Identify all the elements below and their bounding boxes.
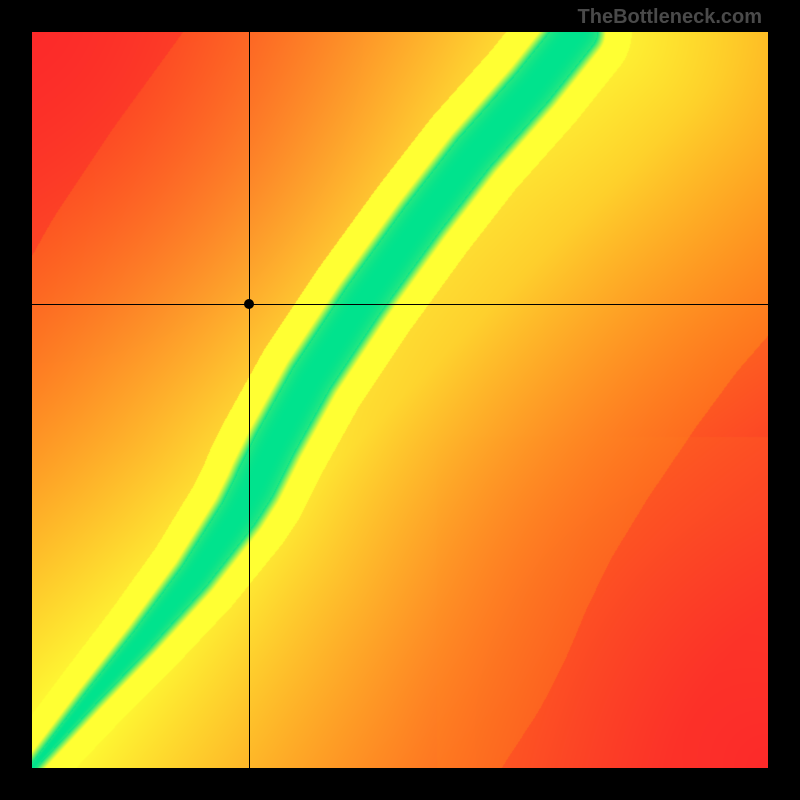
crosshair-dot — [244, 299, 254, 309]
heatmap-canvas — [32, 32, 768, 768]
plot-area — [32, 32, 768, 768]
watermark-text: TheBottleneck.com — [578, 6, 762, 29]
crosshair-vertical — [249, 32, 250, 768]
chart-container: TheBottleneck.com — [0, 0, 800, 800]
crosshair-horizontal — [32, 304, 768, 305]
